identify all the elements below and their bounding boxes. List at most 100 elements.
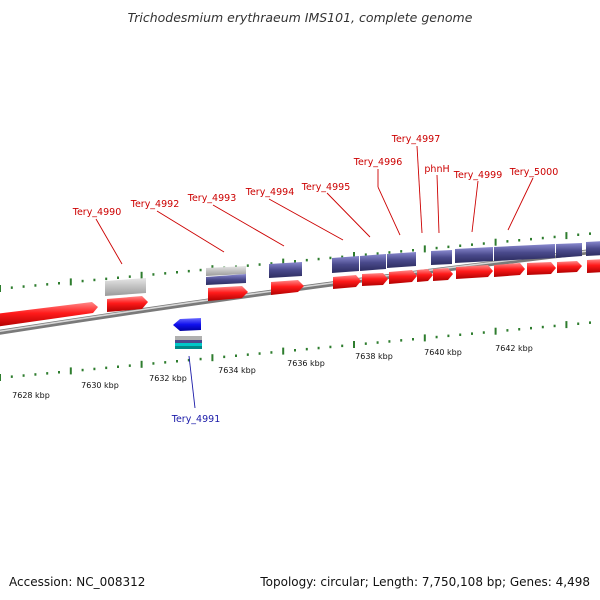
minor-tick <box>553 235 556 239</box>
label-leaders <box>95 145 534 265</box>
minor-tick <box>176 271 178 274</box>
minor-tick <box>459 333 462 336</box>
scale-label: 7642 kbp <box>495 344 533 353</box>
gene-feature-purple <box>556 243 582 258</box>
gene-label[interactable]: Tery_4994 <box>245 187 295 198</box>
gene-feature-teal <box>175 346 202 349</box>
minor-tick <box>305 347 308 351</box>
minor-tick <box>199 268 202 272</box>
gene-feature-purple <box>360 254 386 271</box>
gene-feature-purple <box>206 274 246 285</box>
minor-tick <box>246 264 249 267</box>
gene-label[interactable]: Tery_4993 <box>187 193 237 204</box>
minor-tick <box>577 233 580 236</box>
minor-tick <box>589 321 591 324</box>
minor-tick <box>117 276 119 279</box>
gene-label[interactable]: Tery_4995 <box>301 182 351 193</box>
major-tick <box>211 354 214 362</box>
minor-tick <box>164 361 167 364</box>
major-tick <box>353 341 355 348</box>
leader-line <box>416 145 423 234</box>
scale-label: 7632 kbp <box>149 374 187 383</box>
minor-tick <box>412 338 414 341</box>
major-tick <box>69 367 72 375</box>
major-tick <box>565 321 568 329</box>
cds-arrow <box>333 275 361 289</box>
gene-feature-gray <box>105 278 146 296</box>
minor-tick <box>58 371 60 374</box>
cds-arrow <box>494 263 525 277</box>
topology-text: Topology: circular; Length: 7,750,108 bp… <box>259 575 590 589</box>
major-tick <box>0 374 1 381</box>
scale-label: 7630 kbp <box>81 381 119 390</box>
gene-label[interactable]: Tery_4996 <box>353 157 403 168</box>
cds-arrow <box>271 280 304 295</box>
minor-tick <box>128 275 131 278</box>
minor-tick <box>10 286 13 289</box>
major-tick <box>0 285 1 292</box>
minor-tick <box>223 355 226 359</box>
minor-tick <box>530 326 532 330</box>
gene-feature-purple <box>269 262 302 278</box>
minor-tick <box>471 332 473 335</box>
minor-tick <box>246 353 249 356</box>
minor-tick <box>270 262 273 265</box>
minor-tick <box>553 324 556 328</box>
minor-tick <box>541 325 544 329</box>
minor-tick <box>388 251 391 254</box>
minor-tick <box>81 368 84 372</box>
minor-tick <box>128 364 131 367</box>
leader-line <box>268 198 344 241</box>
minor-tick <box>471 243 473 246</box>
minor-tick <box>435 335 438 339</box>
gene-label[interactable]: Tery_4990 <box>72 207 122 218</box>
major-tick <box>423 334 426 342</box>
gene-label[interactable]: Tery_4997 <box>391 134 441 145</box>
minor-tick <box>105 366 108 370</box>
minor-tick <box>34 284 37 287</box>
cds-arrow <box>557 261 582 273</box>
cds-arrow <box>456 265 493 279</box>
gene-label[interactable]: Tery_5000 <box>509 167 559 178</box>
minor-tick <box>81 279 84 283</box>
minor-tick <box>506 329 509 332</box>
cds-arrow <box>587 259 600 273</box>
minor-tick <box>341 255 344 259</box>
scale-label: 7636 kbp <box>287 359 325 368</box>
minor-tick <box>294 349 296 352</box>
minor-tick <box>46 372 49 375</box>
minor-tick <box>258 352 261 355</box>
gene-label[interactable]: phnH <box>424 164 449 175</box>
leader-line <box>377 186 401 236</box>
minor-tick <box>294 260 296 263</box>
minor-tick <box>305 258 308 262</box>
gene-label[interactable]: Tery_4992 <box>130 199 180 210</box>
gene-feature-gray <box>206 266 246 276</box>
major-tick <box>282 347 285 355</box>
major-tick <box>494 238 497 246</box>
major-tick <box>69 278 72 286</box>
leader-line-reverse <box>188 355 196 409</box>
minor-tick <box>93 367 96 371</box>
gene-feature-cyan <box>175 343 202 346</box>
minor-tick <box>329 256 332 260</box>
minor-tick <box>164 272 167 275</box>
gene-feature-purple <box>332 256 359 273</box>
minor-tick <box>258 263 261 266</box>
leader-line <box>471 180 479 233</box>
accession-text: Accession: NC_008312 <box>9 575 145 589</box>
leader-line <box>507 177 534 231</box>
gene-feature-purple <box>494 244 555 261</box>
gene-label[interactable]: Tery_4991 <box>171 414 221 425</box>
minor-tick <box>376 341 379 344</box>
cds-arrow-reverse <box>173 318 201 331</box>
minor-tick <box>482 242 485 245</box>
gene-label[interactable]: Tery_4999 <box>453 170 503 181</box>
gene-feature-purple <box>431 250 452 265</box>
minor-tick <box>447 245 450 249</box>
scale-label: 7628 kbp <box>12 391 50 400</box>
minor-tick <box>541 236 544 240</box>
major-tick <box>423 245 426 253</box>
